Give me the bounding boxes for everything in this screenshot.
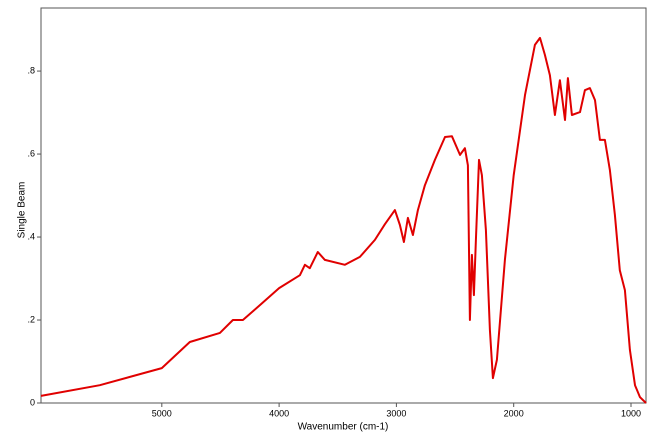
y-tick-label: .8: [27, 65, 35, 75]
y-tick-label: .6: [27, 148, 35, 158]
spectrum-line: [40, 36, 647, 404]
x-tick-label: 1000: [621, 408, 641, 418]
x-tick-label: 3000: [386, 408, 406, 418]
y-tick-label: 0: [30, 397, 35, 407]
x-axis-title: Wavenumber (cm-1): [298, 422, 389, 433]
x-tick-label: 5000: [152, 408, 172, 418]
y-tick-label: .2: [27, 314, 35, 324]
y-tick-label: .4: [27, 231, 35, 241]
x-tick-label: 2000: [504, 408, 524, 418]
plot-frame: [40, 7, 647, 404]
x-tick-label: 4000: [269, 408, 289, 418]
y-axis-title: Single Beam: [17, 182, 28, 239]
